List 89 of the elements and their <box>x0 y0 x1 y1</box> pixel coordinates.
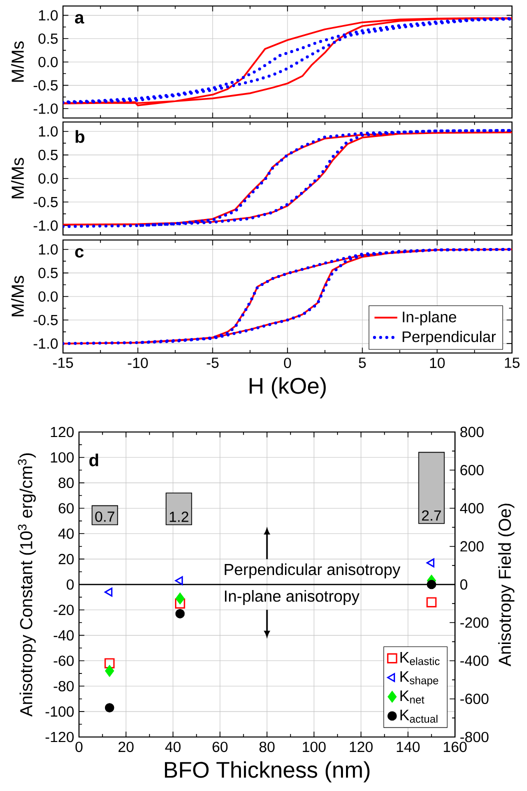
x-tick-label: 160 <box>444 742 467 752</box>
bar <box>418 452 445 524</box>
y-tick-label: -120 <box>46 732 74 742</box>
y-tick-label: 1.0 <box>39 244 58 255</box>
y-tick-label: 0.0 <box>38 291 58 302</box>
y-tick-label: 0.5 <box>38 268 58 278</box>
x-tick-label: 15 <box>504 358 520 368</box>
legend-label: K$_{net}$ <box>400 690 424 704</box>
x-tick-label: 60 <box>212 742 228 752</box>
y-tick-label: -0.5 <box>34 80 58 91</box>
y-axis-title: Anisotropy Constant (10$^{3}$ erg/cm$^{3}$) <box>18 453 36 717</box>
legend-label: In-plane <box>402 311 456 326</box>
chart-title: b <box>76 130 84 143</box>
annotation: Perpendicular anisotropy <box>224 563 400 578</box>
x-tick-label: 40 <box>165 742 181 752</box>
y2-axis-title: Anisotropy Field (Oe) <box>498 504 514 666</box>
y-tick-label: -1.0 <box>34 220 58 231</box>
x-tick-label: -10 <box>128 358 148 368</box>
annotation: 0.7 <box>95 511 114 522</box>
y-tick-label: -100 <box>46 706 74 717</box>
x-tick-label: 0 <box>75 742 82 752</box>
point <box>426 580 436 590</box>
y2-tick-label: -800 <box>460 732 488 742</box>
legend-label: K$_{shape}$ <box>400 671 438 686</box>
y-axis-title: M/Ms <box>11 158 24 198</box>
y2-tick-label: 600 <box>460 464 484 476</box>
y2-tick-label: 800 <box>460 426 484 438</box>
y-tick-label: 0.0 <box>38 56 58 68</box>
y2-tick-label: 200 <box>460 541 484 552</box>
y-tick-label: -80 <box>54 680 74 692</box>
y2-tick-label: -200 <box>460 617 488 628</box>
y-tick-label: -60 <box>54 656 74 666</box>
point <box>174 598 186 609</box>
point <box>175 592 185 604</box>
y-tick-label: -0.5 <box>34 196 58 208</box>
y-tick-label: 20 <box>58 554 74 564</box>
x-tick-label: 120 <box>350 742 373 752</box>
y-tick-label: 1.0 <box>39 126 58 137</box>
x-tick-label: 20 <box>118 742 134 752</box>
y-tick-label: -0.5 <box>34 314 58 326</box>
y2-tick-label: 400 <box>460 503 484 514</box>
y-tick-label: -1.0 <box>34 338 58 349</box>
y-tick-label: 0.5 <box>38 33 58 44</box>
y-tick-label: 0.0 <box>38 173 58 184</box>
x-tick-label: 10 <box>430 358 445 368</box>
bar <box>92 505 118 526</box>
y-tick-label: -20 <box>54 604 74 616</box>
y-tick-label: 40 <box>58 528 74 539</box>
y2-tick-label: -400 <box>460 656 488 666</box>
x-axis-title: BFO Thickness (nm) <box>164 761 370 782</box>
point <box>426 597 437 608</box>
point <box>175 609 185 618</box>
annotation: In-plane anisotropy <box>224 590 360 605</box>
x-tick-label: 0 <box>284 358 291 368</box>
text: d <box>89 454 98 466</box>
annotation: 2.7 <box>422 510 441 521</box>
point <box>426 558 434 568</box>
y-axis-title: M/Ms <box>11 41 24 82</box>
chart-title: c <box>75 248 84 258</box>
x-tick-label: 80 <box>259 742 275 752</box>
y-axis-title: M/Ms <box>11 276 24 316</box>
legend-label: K$_{actual}$ <box>400 710 438 723</box>
x-tick-label: 5 <box>358 358 366 368</box>
x-tick-label: -5 <box>206 358 219 368</box>
y2-tick-label: -600 <box>460 694 488 704</box>
y-tick-label: 1.0 <box>39 10 58 21</box>
point <box>104 703 114 712</box>
y-tick-label: 120 <box>50 426 74 438</box>
y2-tick-label: 0 <box>460 579 468 590</box>
bar <box>166 492 192 526</box>
x-tick-label: 140 <box>396 742 420 752</box>
point <box>104 588 112 597</box>
point <box>104 664 114 677</box>
point <box>174 576 183 586</box>
legend-label: K$_{elastic}$ <box>400 652 440 666</box>
legend-label: Perpendicular <box>402 330 496 346</box>
point <box>104 658 115 668</box>
y-tick-label: 0 <box>66 579 74 590</box>
x-tick-label: -15 <box>53 358 73 368</box>
y-tick-label: 80 <box>58 478 74 488</box>
chart-title: a <box>74 14 84 24</box>
y-tick-label: -1.0 <box>34 103 58 114</box>
annotation: 1.2 <box>170 512 188 522</box>
y-tick-label: 100 <box>50 452 74 463</box>
y-tick-label: -40 <box>54 630 74 641</box>
x-tick-label: 100 <box>302 742 326 752</box>
x-axis-title: H (kOe) <box>250 377 326 398</box>
y-tick-label: 0.5 <box>38 150 58 160</box>
y-tick-label: 60 <box>58 503 74 514</box>
